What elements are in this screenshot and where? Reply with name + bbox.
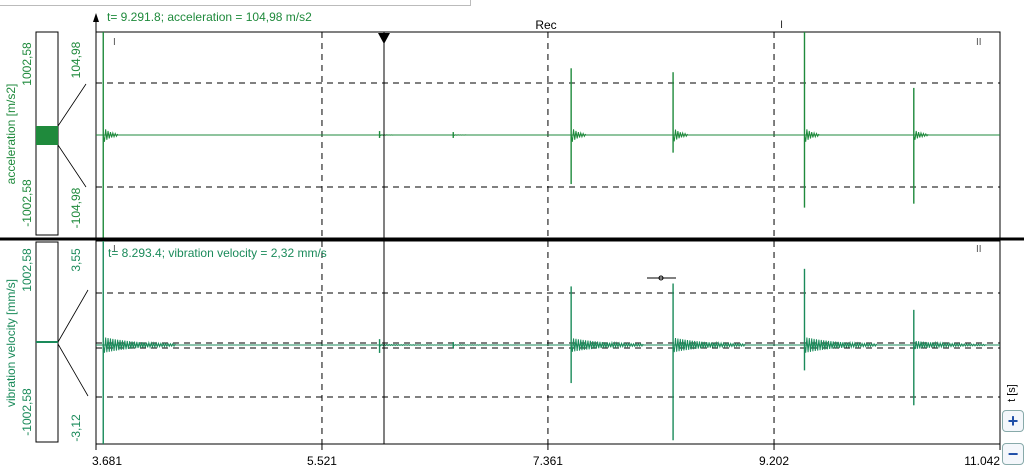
acceleration-ringing (453, 134, 468, 136)
toolbar-strip (0, 0, 471, 6)
acceleration-ringing (570, 129, 586, 142)
velocity-cursor-readout: t= 8.293.4; vibration velocity = 2,32 mm… (108, 246, 327, 260)
x-tick-label: 5.521 (307, 454, 337, 468)
velocity-ringing (102, 337, 176, 353)
velocity-tick-bottom: -3,12 (69, 414, 83, 442)
velocity-ringing (453, 344, 526, 346)
x-axis: 3.681 5.521 7.361 9.202 11.042 (92, 444, 1001, 468)
cursor-handle-icon[interactable] (378, 33, 390, 44)
acceleration-tick-bottom: -104,98 (69, 187, 83, 228)
acceleration-scale-top: 1002,58 (20, 42, 34, 86)
marker-left-icon: I (113, 244, 116, 255)
velocity-ringing (913, 340, 987, 350)
x-tick-label: 11.042 (964, 454, 1000, 468)
acceleration-ringing (672, 129, 688, 142)
acceleration-plot (95, 31, 1001, 239)
acceleration-ringing (803, 129, 820, 142)
marker-right-icon: II (976, 37, 982, 48)
axis-arrow-icon (93, 13, 99, 22)
acceleration-ringing (913, 130, 929, 140)
acceleration-scale-bottom: -1002,58 (20, 179, 34, 227)
x-tick-label: 9.202 (759, 454, 789, 468)
acceleration-tick-top: 104,98 (69, 41, 83, 78)
velocity-ringing (379, 343, 452, 347)
scale-level-acceleration (36, 126, 58, 145)
velocity-tick-top: 3,55 (69, 248, 83, 272)
acceleration-cursor-readout: t= 9.291.8; acceleration = 104,98 m/s2 (107, 10, 312, 24)
velocity-ringing (570, 338, 644, 352)
zoom-out-button[interactable]: − (1002, 443, 1024, 465)
marker-right-icon: II (976, 244, 982, 255)
velocity-ringing (672, 338, 746, 353)
x-tick-label: 3.681 (92, 454, 122, 468)
rec-label: Rec (535, 18, 556, 32)
velocity-scale-bottom: -1002,58 (20, 388, 34, 436)
velocity-ringing (803, 337, 877, 353)
acceleration-ringing (379, 134, 395, 136)
scale-connector (57, 144, 87, 188)
acceleration-ringing (102, 129, 119, 142)
velocity-ylabel: vibration velocity [mm/s] (4, 279, 18, 407)
velocity-plot (95, 240, 1001, 445)
scale-connector (57, 343, 89, 397)
x-tick-label: 7.361 (533, 454, 563, 468)
scale-connector (57, 83, 87, 127)
x-axis-unit: t [s] (1006, 384, 1018, 402)
marker-left-icon: I (113, 37, 116, 48)
acceleration-ylabel: acceleration [m/s2] (4, 84, 18, 185)
zoom-in-button[interactable]: + (1002, 410, 1024, 432)
event-marker-icon: I (780, 19, 783, 31)
scale-connector (57, 289, 89, 343)
crosshair-point (658, 275, 664, 281)
velocity-scale-top: 1002,58 (20, 248, 34, 292)
